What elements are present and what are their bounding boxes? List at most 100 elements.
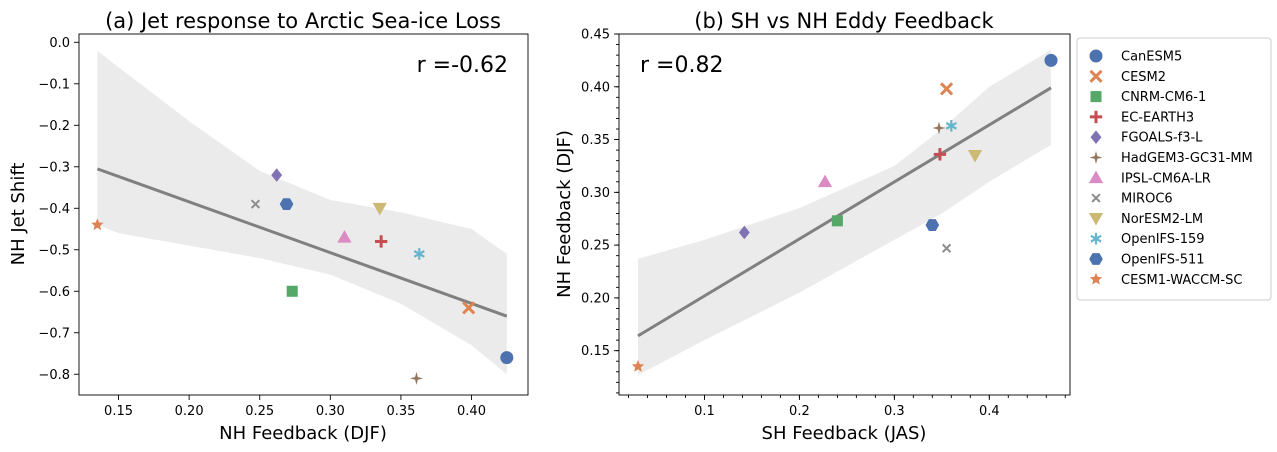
a-y-tick-label: −0.3 [38,160,70,175]
a-y-tick-label: −0.1 [38,77,70,92]
legend-label-fgoals-f3-l: FGOALS-f3-L [1121,131,1203,146]
panel-b-y-ticks: 0.15 0.20 0.25 0.30 0.35 0.40 0.45 [581,28,619,394]
b-point-hadgem3-gc31-mm [932,121,946,135]
b-x-tick-label: 0.2 [789,404,810,419]
a-point-ec-earth3 [374,235,388,248]
panel-a-title: (a) Jet response to Arctic Sea-ice Loss [105,9,501,33]
b-regression-line [637,86,1052,338]
legend-marker-noresm2-lm [1088,213,1104,226]
legend-label-cnrm-cm6-1: CNRM-CM6-1 [1121,90,1206,105]
b-point-openifs-511 [925,219,940,231]
panel-a-correlation: r =-0.62 [417,53,508,78]
legend-marker-ec-earth3 [1089,110,1103,124]
panel-a-x-ticks: 0.15 0.20 0.25 0.30 0.35 0.40 [104,395,486,419]
legend-label-ipsl-cm6a-lr: IPSL-CM6A-LR [1121,171,1211,186]
legend-marker-cnrm-cm6-1 [1090,91,1102,103]
panel-b-x-ticks: 0.1 0.2 0.3 0.4 [628,395,1066,419]
panel-a-jet-response: (a) Jet response to Arctic Sea-ice Loss … [8,9,529,444]
legend-items: CanESM5 CESM2 CNRM-CM6-1 EC-EARTH3 FGOALS-f3… [1088,49,1253,288]
panel-b-axes-frame [618,33,1071,396]
legend-label-cesm1-waccm-sc: CESM1-WACCM-SC [1121,273,1242,288]
b-point-openifs-159 [945,119,957,132]
panel-a-x-label: NH Feedback (DJF) [219,423,387,444]
a-x-tick-label: 0.15 [104,404,133,419]
panel-b-eddy-feedback: (b) SH vs NH Eddy Feedback 0.1 0.2 0.3 0.4 … [554,9,1071,444]
a-point-miroc6 [250,199,261,209]
legend-marker-cesm1-waccm-sc [1089,272,1103,285]
b-point-ec-earth3 [933,148,947,161]
b-point-fgoals-f3-l [738,225,750,240]
a-point-openifs-511 [279,198,294,211]
a-y-tick-label: −0.2 [38,119,70,134]
a-point-cesm2 [462,301,476,315]
legend-marker-canesm5 [1089,49,1103,63]
a-point-ipsl-cm6a-lr [337,230,352,243]
legend-label-openifs-511: OpenIFS-511 [1121,253,1205,268]
b-x-tick-label: 0.3 [884,404,905,419]
legend-label-miroc6: MIROC6 [1121,192,1173,207]
panel-a-y-label: NH Jet Shift [8,163,29,266]
panel-a-y-ticks: 0.0 −0.1 −0.2 −0.3 −0.4 −0.5 −0.6 −0.7 −0.8 [38,36,79,383]
legend-marker-openifs-159 [1090,232,1102,245]
b-x-tick-label: 0.4 [979,404,1000,419]
panel-a-points [91,168,514,385]
legend-marker-miroc6 [1091,193,1101,203]
legend-label-hadgem3-gc31-mm: HadGEM3-GC31-MM [1121,151,1253,166]
legend-marker-fgoals-f3-l [1090,130,1102,145]
a-regression-line [96,167,508,318]
legend-frame [1076,37,1272,301]
panel-a-fit-line [96,167,508,318]
a-point-fgoals-f3-l [271,168,283,182]
b-y-tick-label: 0.30 [581,186,610,201]
a-y-tick-label: −0.6 [38,285,70,300]
b-y-tick-label: 0.20 [581,291,610,306]
panel-a-confidence-band [97,50,507,375]
b-y-tick-label: 0.35 [581,133,610,148]
a-point-cnrm-cm6-1 [286,285,298,297]
b-point-canesm5 [1044,53,1058,67]
a-x-tick-label: 0.35 [386,404,415,419]
legend: CanESM5 CESM2 CNRM-CM6-1 EC-EARTH3 FGOALS-f3… [1076,37,1272,301]
b-y-tick-label: 0.45 [581,28,610,43]
a-point-canesm5 [500,351,514,365]
a-x-tick-label: 0.40 [457,404,486,419]
b-point-ipsl-cm6a-lr [817,174,833,188]
legend-label-cesm2: CESM2 [1121,70,1166,85]
panel-b-title: (b) SH vs NH Eddy Feedback [694,9,994,33]
a-x-tick-label: 0.30 [316,404,345,419]
a-point-noresm2-lm [372,202,387,216]
a-y-tick-label: −0.8 [38,368,70,383]
b-point-cesm2 [939,82,954,96]
b-y-tick-label: 0.15 [581,344,610,359]
a-y-tick-label: −0.5 [38,243,70,258]
b-x-tick-label: 0.1 [694,404,715,419]
panel-b-correlation: r =0.82 [640,53,723,78]
a-ci-band-area [97,50,507,375]
b-point-noresm2-lm [967,150,983,163]
b-y-tick-label: 0.25 [581,239,610,254]
legend-label-openifs-159: OpenIFS-159 [1121,232,1205,247]
panel-b-y-label: NH Feedback (DJF) [554,130,575,298]
a-y-tick-label: −0.4 [38,202,70,217]
a-x-tick-label: 0.25 [245,404,274,419]
a-point-openifs-159 [413,248,425,260]
legend-label-canesm5: CanESM5 [1121,50,1182,65]
a-point-hadgem3-gc31-mm [409,371,423,385]
legend-marker-openifs-511 [1089,253,1103,265]
legend-label-noresm2-lm: NorESM2-LM [1121,212,1203,227]
legend-marker-hadgem3-gc31-mm [1089,151,1103,164]
legend-marker-cesm2 [1089,69,1103,83]
a-y-tick-label: −0.7 [38,326,70,341]
panel-b-fit-line [637,86,1052,338]
legend-label-ec-earth3: EC-EARTH3 [1121,110,1194,125]
b-y-tick-label: 0.40 [581,80,610,95]
a-point-cesm1-waccm-sc [91,218,104,231]
a-x-tick-label: 0.20 [175,404,204,419]
b-point-cesm1-waccm-sc [631,360,645,372]
a-y-tick-label: 0.0 [49,36,70,51]
panel-b-x-label: SH Feedback (JAS) [762,423,927,444]
b-point-miroc6 [941,243,952,253]
panel-b-points [631,53,1058,372]
legend-marker-ipsl-cm6a-lr [1088,170,1104,184]
